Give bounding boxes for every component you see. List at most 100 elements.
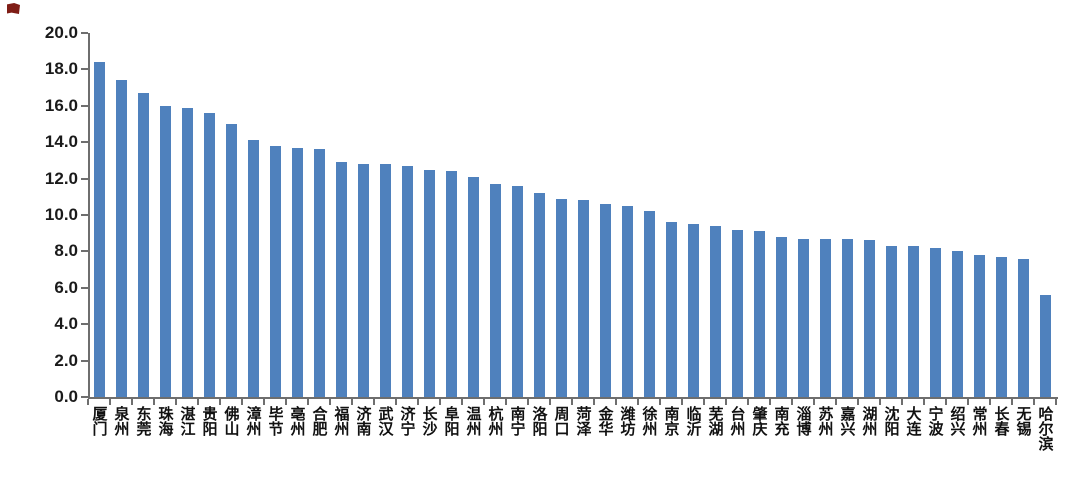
x-axis-label-哈尔滨: 哈尔滨: [1036, 406, 1054, 451]
x-axis-tick: [571, 399, 573, 405]
x-axis-tick: [659, 399, 661, 405]
y-axis-tick: [81, 104, 88, 107]
x-axis-label-合肥: 合肥: [310, 406, 328, 436]
x-axis-label-无锡: 无锡: [1014, 406, 1032, 436]
y-axis-tick: [81, 323, 88, 326]
x-axis-label-宁波: 宁波: [926, 406, 944, 436]
bar-临沂: [687, 224, 699, 397]
bar-东莞: [137, 93, 149, 397]
bar-济南: [357, 164, 369, 397]
bar-肇庆: [753, 231, 765, 397]
x-axis-tick: [461, 399, 463, 405]
bar-潍坊: [621, 205, 633, 397]
y-axis-tick-label: 8.0: [54, 241, 78, 261]
x-axis-tick: [593, 399, 595, 405]
x-axis-tick: [285, 399, 287, 405]
bar-淄博: [797, 238, 809, 397]
y-axis-tick-label: 4.0: [54, 314, 78, 334]
y-axis-tick-label: 12.0: [44, 168, 78, 188]
x-axis-tick: [681, 399, 683, 405]
x-axis-tick: [769, 399, 771, 405]
x-axis-line: [88, 397, 1058, 399]
y-axis-tick-label: 6.0: [54, 277, 78, 297]
x-axis-tick: [439, 399, 441, 405]
y-axis-tick: [81, 141, 88, 144]
y-axis-tick-label: 16.0: [44, 95, 78, 115]
bar-周口: [555, 198, 567, 397]
bar-绍兴: [951, 251, 963, 397]
x-axis-tick: [615, 399, 617, 405]
bar-无锡: [1017, 258, 1029, 397]
x-axis-label-绍兴: 绍兴: [948, 406, 966, 436]
x-axis-tick: [747, 399, 749, 405]
x-axis-label-湖州: 湖州: [860, 406, 878, 436]
bar-宁波: [929, 247, 941, 397]
x-axis-tick: [153, 399, 155, 405]
y-axis-line: [88, 33, 90, 399]
x-axis-tick: [197, 399, 199, 405]
bar-珠海: [159, 105, 171, 397]
x-axis-tick: [637, 399, 639, 405]
x-axis-tick: [1011, 399, 1013, 405]
y-axis-tick: [81, 214, 88, 216]
bar-南充: [775, 236, 787, 397]
bar-毕节: [269, 145, 281, 397]
x-axis-tick: [417, 399, 419, 405]
bar-南京: [665, 222, 677, 397]
x-axis-tick: [175, 399, 177, 405]
x-axis-label-长春: 长春: [992, 406, 1010, 436]
bar-徐州: [643, 211, 655, 397]
bar-大连: [907, 245, 919, 397]
bar-贵阳: [203, 113, 215, 397]
bar-长沙: [423, 169, 435, 397]
bar-温州: [467, 176, 479, 397]
x-axis-label-泉州: 泉州: [112, 406, 130, 436]
x-axis-tick: [395, 399, 397, 405]
bar-福州: [335, 162, 347, 397]
y-axis-tick-label: 10.0: [44, 205, 78, 224]
x-axis-tick: [703, 399, 705, 405]
x-axis-tick: [131, 399, 133, 405]
x-axis-tick: [1055, 399, 1057, 405]
bar-嘉兴: [841, 238, 853, 397]
x-axis-label-菏泽: 菏泽: [574, 406, 592, 436]
y-axis-tick: [81, 359, 88, 362]
x-axis-label-常州: 常州: [970, 406, 988, 436]
bar-南宁: [511, 185, 523, 397]
bar-佛山: [225, 124, 237, 397]
y-axis-tick-label: 14.0: [44, 132, 78, 152]
bar-长春: [995, 256, 1007, 397]
x-axis-label-阜阳: 阜阳: [442, 406, 460, 436]
x-axis-label-杭州: 杭州: [486, 406, 504, 436]
x-axis-tick: [307, 399, 309, 405]
x-axis-label-苏州: 苏州: [816, 406, 834, 436]
bar-合肥: [313, 149, 325, 397]
x-axis-label-亳州: 亳州: [288, 406, 306, 436]
x-axis-label-肇庆: 肇庆: [750, 406, 768, 436]
x-axis-label-沈阳: 沈阳: [882, 406, 900, 436]
bar-漳州: [247, 140, 259, 397]
x-axis-label-贵阳: 贵阳: [200, 406, 218, 436]
x-axis-tick: [241, 399, 243, 405]
bar-苏州: [819, 238, 831, 397]
x-axis-label-徐州: 徐州: [640, 406, 658, 436]
bar-菏泽: [577, 200, 589, 397]
bar-哈尔滨: [1039, 295, 1051, 397]
x-axis-label-大连: 大连: [904, 406, 922, 436]
x-axis-tick: [835, 399, 837, 405]
x-axis-label-厦门: 厦门: [90, 406, 108, 436]
x-axis-tick: [351, 399, 353, 405]
bar-济宁: [401, 165, 413, 397]
x-axis-label-芜湖: 芜湖: [706, 406, 724, 436]
x-axis-label-济宁: 济宁: [398, 406, 416, 436]
bar-金华: [599, 204, 611, 397]
bar-湖州: [863, 240, 875, 397]
bar-洛阳: [533, 193, 545, 397]
x-axis-label-毕节: 毕节: [266, 406, 284, 436]
x-axis-label-漳州: 漳州: [244, 406, 262, 436]
x-axis-label-南京: 南京: [662, 406, 680, 436]
x-axis-tick: [945, 399, 947, 405]
x-axis-tick: [989, 399, 991, 405]
